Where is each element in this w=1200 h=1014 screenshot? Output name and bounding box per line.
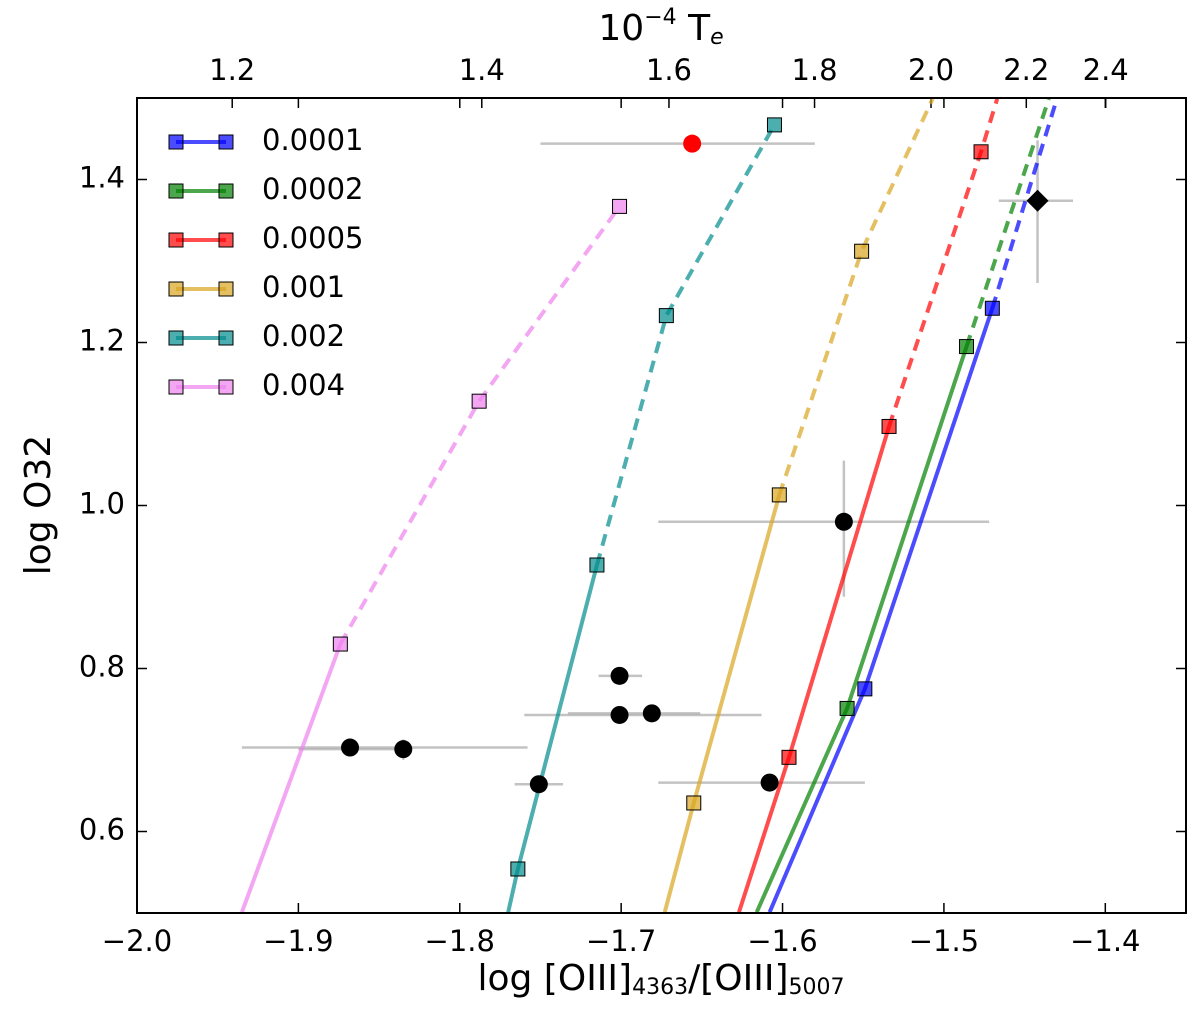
point [341, 738, 360, 757]
legend-marker [218, 281, 234, 297]
top-tick-label: 1.2 [209, 53, 255, 87]
model-marker [781, 749, 797, 765]
model-marker [839, 700, 855, 716]
model-line-dashed [964, 98, 1051, 348]
legend-label: 0.001 [262, 270, 345, 304]
legend-marker [168, 183, 184, 199]
top-tick-label: 1.4 [459, 53, 505, 87]
x-tick-label: −2.0 [102, 924, 172, 958]
point [683, 134, 702, 153]
legend-marker [218, 330, 234, 346]
legend-marker [168, 330, 184, 346]
point [529, 775, 548, 794]
legend-marker [168, 232, 184, 248]
legend-marker [218, 379, 234, 395]
x-tick-label: −1.7 [586, 924, 656, 958]
point [1026, 189, 1049, 212]
top-tick-label: 2.4 [1083, 53, 1129, 87]
model-marker [771, 487, 787, 503]
point [394, 740, 413, 759]
point [610, 666, 629, 685]
x-tick-label: −1.6 [747, 924, 817, 958]
model-marker [471, 393, 487, 409]
legend-marker [218, 134, 234, 150]
x-tick-label: −1.5 [909, 924, 979, 958]
legend-marker [218, 232, 234, 248]
legend-marker [218, 183, 234, 199]
point [642, 704, 661, 723]
model-marker [973, 144, 989, 160]
top-axis-label: 10−4 Te [598, 5, 723, 50]
y-tick-label: 0.6 [79, 813, 125, 847]
legend-label: 0.0005 [262, 221, 363, 255]
y-tick-label: 0.8 [79, 650, 125, 684]
model-marker [658, 308, 674, 324]
model-line [662, 494, 782, 913]
model-marker [984, 300, 1000, 316]
x-tick-label: −1.9 [263, 924, 333, 958]
legend-marker [168, 379, 184, 395]
model-line-dashed [595, 123, 777, 566]
legend-label: 0.004 [262, 368, 345, 402]
legend-label: 0.0001 [262, 123, 363, 157]
point [610, 705, 629, 724]
point [760, 773, 779, 792]
model-line [240, 643, 343, 913]
x-tick-label: −1.8 [425, 924, 495, 958]
model-marker [857, 681, 873, 697]
model-line-dashed [990, 98, 1059, 309]
point [834, 512, 853, 531]
model-marker [766, 117, 782, 133]
model-marker [854, 243, 870, 259]
y-axis-label: log O32 [18, 435, 59, 575]
model-line-dashed [777, 97, 935, 496]
model-line-dashed [338, 205, 622, 646]
model-marker [332, 636, 348, 652]
model-line [754, 345, 969, 913]
plot-frame [136, 97, 1187, 914]
y-tick-label: 1.0 [79, 487, 125, 521]
model-line [506, 564, 599, 913]
model-marker [589, 557, 605, 573]
y-tick-label: 1.4 [79, 161, 125, 195]
model-marker [612, 198, 628, 214]
model-line [737, 425, 891, 913]
legend-marker [168, 281, 184, 297]
legend-label: 0.002 [262, 319, 345, 353]
legend-label: 0.0002 [262, 172, 363, 206]
x-tick-label: −1.4 [1070, 924, 1140, 958]
top-tick-label: 2.0 [908, 53, 954, 87]
model-marker [510, 861, 526, 877]
model-marker [959, 339, 975, 355]
legend-marker [168, 134, 184, 150]
y-tick-label: 1.2 [79, 324, 125, 358]
model-marker [686, 795, 702, 811]
model-marker [881, 418, 897, 434]
top-tick-label: 1.8 [791, 53, 837, 87]
top-tick-label: 2.2 [1003, 53, 1049, 87]
x-axis-label: log [OIII]4363/[OIII]5007 [477, 958, 844, 1000]
top-tick-label: 1.6 [646, 53, 692, 87]
